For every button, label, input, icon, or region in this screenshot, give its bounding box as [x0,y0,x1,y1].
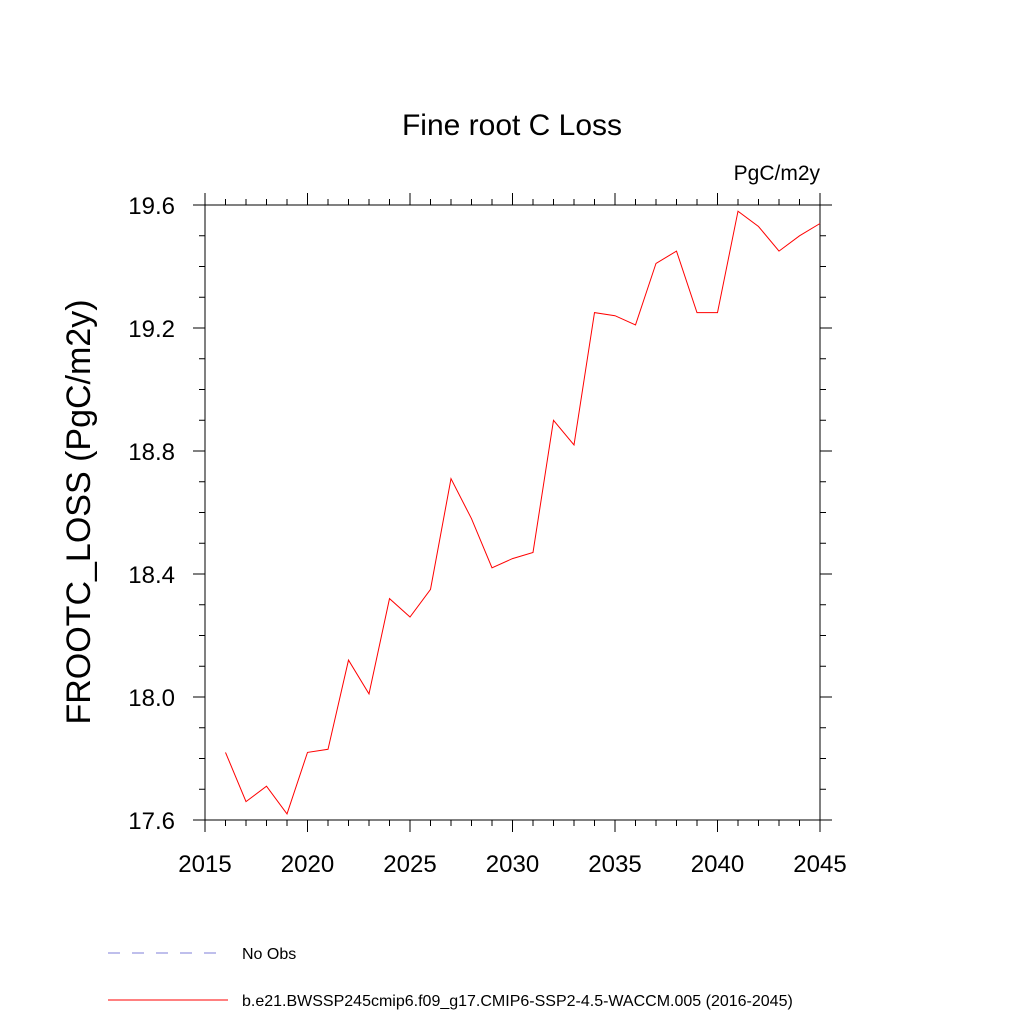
x-tick-label: 2030 [486,851,539,878]
x-tick-label: 2015 [178,851,231,878]
y-axis-label: FROOTC_LOSS (PgC/m2y) [60,299,98,724]
series-lines [225,210,821,815]
x-tick-label: 2040 [691,851,744,878]
y-tick-label: 18.0 [128,685,175,712]
y-tick-label: 18.8 [128,439,175,466]
legend-label-model: b.e21.BWSSP245cmip6.f09_g17.CMIP6-SSP2-4… [242,993,793,1010]
x-tick-label: 2035 [588,851,641,878]
x-tick-label: 2020 [281,851,334,878]
legend-label-no-obs: No Obs [242,946,296,963]
units-label: PgC/m2y [734,162,821,185]
axis-ticks [193,193,832,832]
plot-frame [204,204,821,821]
y-tick-label: 19.2 [128,316,175,343]
series-line [225,210,821,815]
x-tick-label: 2025 [383,851,436,878]
y-tick-label: 18.4 [128,562,175,589]
x-tick-label: 2045 [793,851,846,878]
y-tick-label: 17.6 [128,808,175,835]
y-tick-label: 19.6 [128,193,175,220]
chart-title: Fine root C Loss [402,109,622,142]
axis-tick-labels: 2015 2020 2025 2030 2035 2040 2045 17.6 18.0 18.4… [128,193,846,878]
legend: No Obs b.e21.BWSSP245cmip6.f09_g17.CMIP6… [108,946,793,1010]
